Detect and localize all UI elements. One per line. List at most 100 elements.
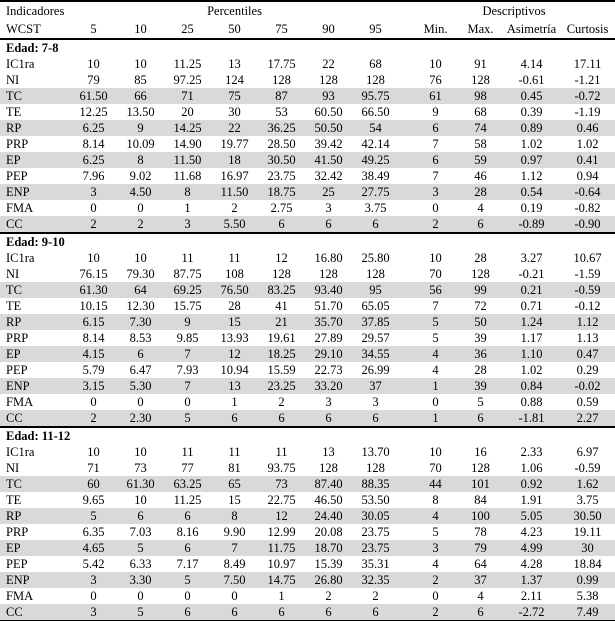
data-cell: 79 xyxy=(87,73,100,87)
data-cell: 6 xyxy=(305,410,352,427)
data-cell: -1.59 xyxy=(574,267,601,281)
row-label: PRP xyxy=(6,137,29,151)
data-cell: 28 xyxy=(228,299,241,313)
data-cell: 0 xyxy=(432,589,439,603)
data-cell: 39.42 xyxy=(314,137,343,151)
data-cell: 29.10 xyxy=(305,346,352,362)
column-gap xyxy=(399,72,413,88)
data-cell: 1 xyxy=(413,410,459,427)
data-cell: 7 xyxy=(211,540,258,556)
data-cell: 54 xyxy=(352,120,400,136)
data-cell: 32.35 xyxy=(352,572,400,588)
data-row: NI 79 85 97.25 124 128 128 128 76 128 -0.61 -1.21 xyxy=(0,72,615,88)
data-cell: 7.30 xyxy=(117,314,164,330)
data-cell: 65.05 xyxy=(361,299,390,313)
data-cell: 2 xyxy=(372,589,379,603)
data-cell: 1.02 xyxy=(520,137,543,151)
data-cell: 0 xyxy=(231,589,238,603)
data-cell: 2.75 xyxy=(270,201,293,215)
row-label: NI xyxy=(6,73,20,87)
row-label: PEP xyxy=(6,557,28,571)
header-curtosis: Curtosis xyxy=(560,19,615,40)
data-cell: 9 xyxy=(117,120,164,136)
data-row: TC 61.30 64 69.25 76.50 83.25 93.40 95 56 99 0.21-… xyxy=(0,282,615,298)
data-cell: 46 xyxy=(474,169,487,183)
column-gap xyxy=(399,524,413,540)
data-row: IC1ra 10 10 11.25 13 17.75 22 68 10 91 4.14 17.11 xyxy=(0,56,615,72)
data-cell: 41.50 xyxy=(305,152,352,168)
data-cell: 60 xyxy=(70,476,117,492)
data-cell: 3 xyxy=(325,395,332,409)
data-cell: 28.50 xyxy=(267,137,296,151)
data-cell: 1 xyxy=(413,378,459,394)
data-cell: 87 xyxy=(258,88,305,104)
data-cell: 42.14 xyxy=(361,137,390,151)
data-cell: 2 xyxy=(413,216,459,233)
column-gap xyxy=(399,492,413,508)
data-cell: 81 xyxy=(228,461,241,475)
header-p75: 75 xyxy=(258,19,305,40)
header-p50: 50 xyxy=(211,19,258,40)
data-cell: 12.30 xyxy=(126,299,155,313)
data-cell: 78 xyxy=(474,525,487,539)
data-cell: 13.50 xyxy=(126,105,155,119)
data-row: PEP 7.96 9.02 11.68 16.97 23.75 32.42 38.49 7 46 1… xyxy=(0,168,615,184)
header-wcst: WCST xyxy=(0,19,70,40)
data-cell: 0 xyxy=(90,589,97,603)
data-cell: 8 xyxy=(164,184,211,200)
data-cell: 25.80 xyxy=(361,251,390,265)
data-cell: 124 xyxy=(225,73,244,87)
data-cell: 18.75 xyxy=(258,184,305,200)
data-cell: 30 xyxy=(560,540,615,556)
row-label: ENP xyxy=(0,184,70,200)
header-asimetria: Asimetría xyxy=(503,19,561,40)
data-cell: 3 xyxy=(413,540,459,556)
data-cell: 35.31 xyxy=(361,557,390,571)
data-cell: 74 xyxy=(458,120,504,136)
data-cell: 6 xyxy=(352,216,400,233)
data-row: PRP 8.14 10.09 14.90 19.77 28.50 39.42 42.14 7 58… xyxy=(0,136,615,152)
data-cell: 6.15 xyxy=(70,314,117,330)
section-header-row: Edad: 11-12 xyxy=(0,426,615,444)
data-cell: 6 xyxy=(413,152,459,168)
data-cell: 2 xyxy=(117,216,164,233)
data-cell: 10.15 xyxy=(79,299,108,313)
row-label: TE xyxy=(6,299,22,313)
data-cell: 7 xyxy=(164,346,211,362)
data-cell: 0.71 xyxy=(520,299,543,313)
data-cell: 10 xyxy=(87,251,100,265)
data-cell: 0.97 xyxy=(503,152,561,168)
data-cell: -0.21 xyxy=(518,267,545,281)
data-cell: 1 xyxy=(231,395,238,409)
data-cell: 7.17 xyxy=(176,557,199,571)
data-cell: 53.50 xyxy=(361,493,390,507)
data-cell: 23.75 xyxy=(361,525,390,539)
header-p95: 95 xyxy=(352,19,400,40)
data-cell: 3.75 xyxy=(364,201,387,215)
data-cell: 128 xyxy=(366,461,385,475)
row-label: PEP xyxy=(6,169,28,183)
data-cell: 0 xyxy=(432,395,439,409)
data-cell: 2 xyxy=(413,604,459,621)
data-cell: 0.21 xyxy=(503,282,561,298)
column-gap xyxy=(399,266,413,282)
data-cell: 66.50 xyxy=(361,105,390,119)
data-cell: 30.50 xyxy=(560,508,615,524)
data-cell: 128 xyxy=(471,461,490,475)
data-cell: 11.50 xyxy=(164,152,211,168)
data-cell: 128 xyxy=(319,267,338,281)
section-title: Edad: 9-10 xyxy=(0,232,615,250)
row-label: RP xyxy=(0,508,70,524)
data-cell: 0.47 xyxy=(560,346,615,362)
data-cell: 0 xyxy=(137,395,144,409)
data-cell: -1.81 xyxy=(503,410,561,427)
data-cell: 12 xyxy=(258,508,305,524)
data-cell: 0 xyxy=(137,201,144,215)
data-cell: 11.68 xyxy=(173,169,202,183)
data-cell: 28 xyxy=(474,363,487,377)
data-cell: 3 xyxy=(325,201,332,215)
data-cell: 39 xyxy=(458,378,504,394)
data-row: EP 4.15 6 7 12 18.25 29.10 34.55 4 36 1.10 0.47 xyxy=(0,346,615,362)
data-cell: 4.14 xyxy=(520,57,543,71)
